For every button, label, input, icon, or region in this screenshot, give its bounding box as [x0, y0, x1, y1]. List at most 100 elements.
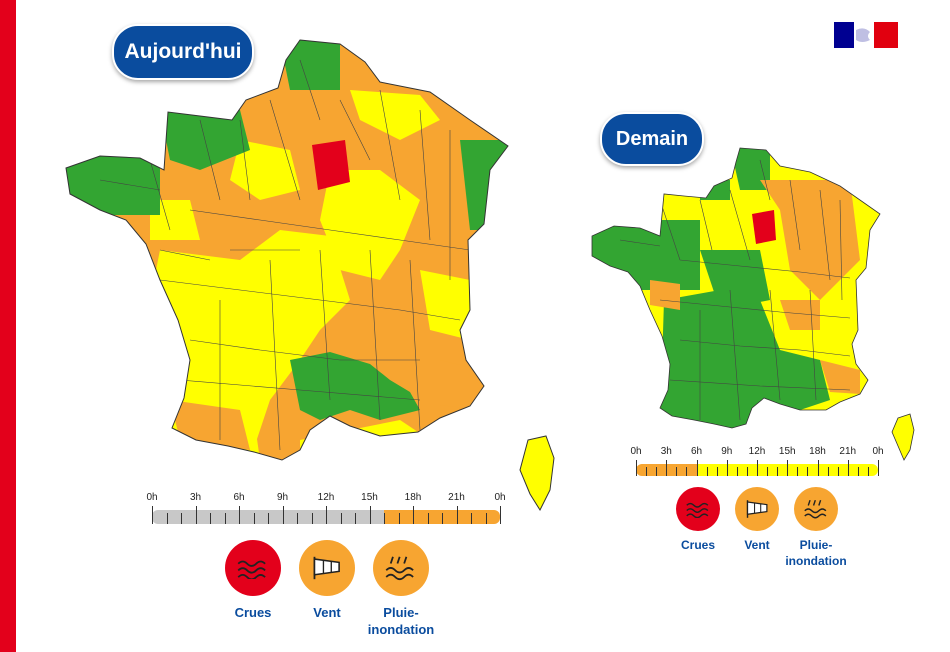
timeline-tick	[716, 467, 718, 476]
timeline-hour-label: 12h	[317, 492, 335, 503]
timeline-hour-label: 15h	[778, 446, 796, 457]
timeline-tick	[787, 460, 789, 476]
timeline-tick	[847, 460, 849, 476]
phenomenon-label-line: Vent	[313, 605, 341, 620]
waves-pictogram[interactable]	[676, 487, 720, 531]
timeline-hour-label: 3h	[660, 446, 672, 457]
rain-flood-icon	[384, 554, 418, 582]
timeline-tick	[706, 467, 708, 476]
timeline-tick	[757, 460, 758, 476]
windsock-icon	[310, 554, 344, 582]
timeline-tick	[166, 513, 168, 524]
phenomenon-label: Vent	[707, 537, 807, 553]
timeline-hour-label: 0h	[630, 446, 642, 457]
timeline-tick	[152, 506, 153, 524]
timeline-hour-label: 9h	[721, 446, 733, 457]
timeline-tick	[646, 467, 648, 476]
timeline-hour-label: 6h	[233, 492, 245, 503]
phenomenon-label: Crues	[203, 604, 303, 621]
timeline-tick	[726, 460, 728, 476]
timeline-hour-label: 3h	[189, 492, 202, 503]
timeline-hour-label: 21h	[839, 446, 857, 457]
timeline-tick	[282, 506, 284, 524]
timeline-tick	[878, 460, 879, 476]
timeline-tick	[181, 513, 182, 524]
timeline-tick	[797, 467, 799, 476]
timeline-tick	[656, 467, 658, 476]
timeline-hour-label: 18h	[809, 446, 826, 457]
timeline-tick	[442, 513, 443, 524]
waves-icon	[236, 557, 270, 580]
phenomenon-label-line: inondation	[785, 554, 847, 568]
waves-pictogram[interactable]	[225, 540, 281, 596]
timeline-tick	[413, 506, 414, 524]
timeline-tick	[195, 506, 197, 524]
timeline-tick	[867, 467, 869, 476]
timeline-tick	[736, 467, 738, 476]
timeline-tick	[485, 513, 487, 524]
phenomenon-label: Pluie-inondation	[766, 537, 866, 569]
timeline-tick	[827, 467, 829, 476]
windsock-icon	[744, 498, 770, 520]
timeline-hour-label: 6h	[690, 446, 703, 457]
windsock-pictogram[interactable]	[735, 487, 779, 531]
timeline-tick	[807, 467, 809, 476]
timeline-tick	[676, 467, 678, 476]
timeline-tick	[746, 467, 748, 476]
timeline-tick	[340, 513, 342, 524]
timeline-tick	[696, 460, 698, 476]
timeline-tick	[456, 506, 458, 524]
phenomenon-label-line: Crues	[680, 538, 715, 552]
rain-flood-pictogram[interactable]	[373, 540, 429, 596]
timeline-tick	[500, 506, 501, 524]
timeline-tick	[224, 513, 226, 524]
timeline-tick	[767, 467, 769, 476]
timeline-tick	[636, 460, 637, 476]
phenomenon-label-line: Crues	[234, 605, 272, 620]
phenomenon-label-line: Vent	[744, 538, 770, 552]
timeline-tick	[297, 513, 298, 524]
timeline-tick	[239, 506, 240, 524]
timeline-tick	[686, 467, 688, 476]
timeline-hour-label: 0h	[494, 492, 506, 503]
timeline-tick	[268, 513, 269, 524]
windsock-pictogram[interactable]	[299, 540, 355, 596]
phenomenon-label-line: inondation	[367, 622, 435, 637]
today-vigilance-map[interactable]	[60, 36, 560, 518]
timeline-hour-label: 21h	[448, 492, 465, 503]
timeline-hour-label: 9h	[276, 492, 289, 503]
timeline-tick	[384, 513, 385, 524]
timeline-hour-label: 15h	[361, 492, 378, 503]
timeline-tick	[253, 513, 255, 524]
phenomenon-label-line: Pluie-	[383, 605, 419, 620]
timeline-tick	[355, 513, 356, 524]
marianne-logo	[834, 22, 898, 48]
tomorrow-vigilance-map[interactable]	[585, 140, 915, 465]
timeline-tick	[817, 460, 819, 476]
rain-flood-icon	[803, 498, 829, 520]
timeline-tick	[210, 513, 211, 524]
timeline-tick	[777, 467, 779, 476]
timeline-hour-label: 18h	[404, 492, 422, 503]
phenomenon-label: Crues	[648, 537, 748, 553]
timeline-tick	[427, 513, 429, 524]
timeline-hour-label: 0h	[872, 446, 884, 457]
timeline-hour-label: 0h	[146, 492, 158, 503]
waves-icon	[685, 500, 711, 518]
today-title: Aujourd'hui	[112, 24, 254, 80]
timeline-tick	[857, 467, 859, 476]
phenomenon-label: Pluie-inondation	[351, 604, 451, 638]
tomorrow-title: Demain	[600, 112, 704, 166]
timeline-tick	[311, 513, 313, 524]
rain-flood-pictogram[interactable]	[794, 487, 838, 531]
timeline-tick	[837, 467, 839, 476]
timeline-tick	[326, 506, 327, 524]
timeline-tick	[471, 513, 472, 524]
phenomenon-label: Vent	[277, 604, 377, 621]
timeline-tick	[666, 460, 668, 476]
left-stripe	[0, 0, 16, 652]
timeline-tick	[398, 513, 400, 524]
phenomenon-label-line: Pluie-	[799, 538, 833, 552]
timeline-tick	[369, 506, 371, 524]
timeline-hour-label: 12h	[748, 446, 766, 457]
